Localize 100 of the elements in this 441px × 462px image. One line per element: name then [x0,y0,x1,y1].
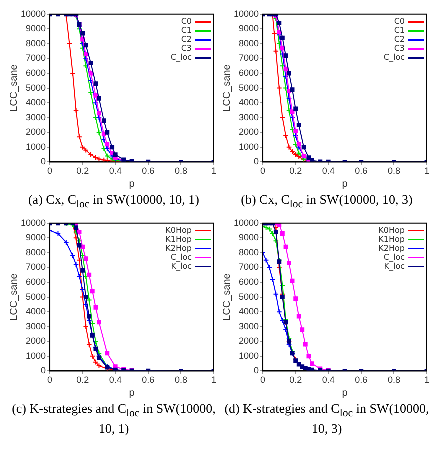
legend-label: C0 [181,17,192,26]
text: (d) K-strategies and C$_{loc}$ in SW(10000, 10, 3) [224,400,430,436]
x-tick-label: 1 [424,166,430,176]
y-tick-label: 2000 [26,336,46,346]
y-axis-title: LCC_sane [222,64,233,112]
x-axis-title: p [129,387,136,398]
x-tick-label: 0 [260,166,266,176]
y-tick-label: 3000 [238,320,260,331]
x-tick-label: 0.6 [142,374,155,385]
y-tick-label: 3000 [26,112,46,122]
legend-label: C1 [394,26,405,36]
text: (c) K-strategies and C$_{loc}$ in SW(10000, 10, 1) [11,400,217,436]
y-tick-label: 10000 [20,8,46,19]
x-tick-label: 0.4 [322,374,335,385]
text: (b) Cx, C$_{loc}$ in SW(10000, 10, 3) [240,191,414,213]
legend-label: C3 [394,44,405,54]
x-tick-label: 0.6 [355,374,368,385]
legend-label: C_loc [384,252,405,262]
x-tick-label: 0.6 [355,166,368,176]
y-tick-label: 1000 [238,142,260,152]
y-tick-label: 5000 [26,291,46,302]
legend-label: C_loc [170,252,192,262]
x-tick-label: 0 [48,166,53,176]
y-tick-label: 5000 [26,82,46,93]
y-tick-label: 3000 [238,112,260,122]
y-tick-label: 0 [41,156,46,167]
y-tick-label: 6000 [26,276,46,287]
legend-label: K1Hop [166,234,192,244]
y-tick-label: 9000 [238,232,260,242]
y-tick-label: 6000 [26,68,46,78]
y-axis-title: LCC_sane [222,272,233,321]
y-tick-label: 1000 [238,350,260,360]
legend-label: C_loc [170,53,192,62]
x-tick-label: 0 [48,374,53,385]
y-tick-label: 10000 [20,217,46,228]
x-tick-label: 1 [211,166,217,176]
y-tick-label: 5000 [238,291,260,302]
x-tick-label: 0.2 [290,374,302,385]
x-tick-label: 0.4 [109,374,122,385]
text: (a) Cx, C$_{loc}$ in SW(10000, 10, 1) [27,191,201,213]
x-tick-label: 0.2 [76,166,90,176]
y-tick-label: 4000 [238,98,260,108]
y-tick-label: 4000 [26,98,46,108]
x-tick-label: 0.6 [142,166,155,176]
legend-label: C0 [394,17,405,26]
legend-label: K2Hop [378,244,405,253]
legend-label: K0Hop [166,226,192,235]
y-tick-label: 8000 [238,247,260,258]
legend-label: K_loc [384,262,405,271]
y-tick-label: 8000 [26,38,46,48]
y-tick-label: 2000 [238,127,260,138]
y-tick-label: 5000 [238,82,260,93]
y-tick-label: 10000 [234,8,260,19]
y-tick-label: 4000 [238,306,260,316]
x-axis-title: p [342,178,348,190]
y-tick-label: 6000 [238,68,260,78]
y-tick-label: 1000 [26,142,46,152]
y-tick-label: 0 [254,365,260,376]
x-tick-label: 0.4 [109,166,122,176]
y-tick-label: 7000 [26,262,46,272]
legend-label: C2 [394,35,405,44]
legend-label: K1Hop [378,234,405,244]
x-axis-title: p [129,178,136,190]
legend-label: C2 [181,35,192,44]
y-tick-label: 8000 [238,38,260,48]
y-tick-label: 0 [254,156,260,167]
y-tick-label: 9000 [238,24,260,34]
x-tick-label: 0.8 [174,374,188,385]
x-axis-title: p [342,387,348,398]
legend-label: K0Hop [378,226,405,235]
y-tick-label: 0 [41,365,46,376]
y-tick-label: 7000 [238,53,260,64]
y-tick-label: 10000 [234,217,260,228]
legend-label: K2Hop [166,244,192,253]
y-tick-label: 9000 [26,232,46,242]
legend-label: C3 [181,44,192,54]
y-tick-label: 8000 [26,247,46,258]
y-axis-title: LCC_sane [8,64,20,112]
y-tick-label: 7000 [26,53,46,64]
y-tick-label: 2000 [238,336,260,346]
x-tick-label: 0 [260,374,266,385]
y-axis-title: LCC_sane [8,272,20,321]
legend-label: C1 [181,26,192,36]
x-tick-label: 0.4 [322,166,335,176]
y-tick-label: 3000 [26,320,46,331]
x-tick-label: 0.2 [76,374,90,385]
y-tick-label: 7000 [238,262,260,272]
x-tick-label: 0.8 [388,166,400,176]
y-tick-label: 4000 [26,306,46,316]
y-tick-label: 1000 [26,350,46,360]
x-tick-label: 1 [211,374,217,385]
legend-label: K_loc [171,262,192,271]
legend-label: C_loc [384,53,405,62]
x-tick-label: 0.8 [388,374,400,385]
x-tick-label: 0.2 [290,166,302,176]
y-tick-label: 6000 [238,276,260,287]
y-tick-label: 9000 [26,24,46,34]
x-tick-label: 1 [424,374,430,385]
y-tick-label: 2000 [26,127,46,138]
x-tick-label: 0.8 [174,166,188,176]
